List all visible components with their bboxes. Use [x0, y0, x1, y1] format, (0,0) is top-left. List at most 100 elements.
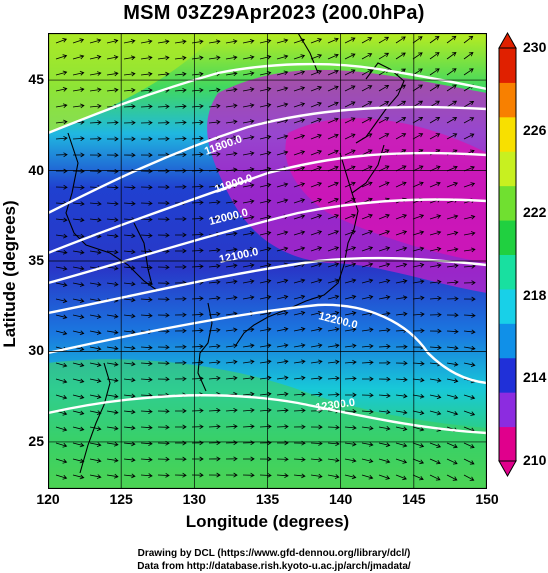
wind-arrow: [72, 282, 85, 287]
wind-arrow: [158, 168, 170, 174]
wind-arrow: [140, 313, 153, 318]
wind-arrow: [191, 360, 204, 365]
wind-arrow: [446, 133, 458, 140]
wind-arrow: [191, 472, 204, 478]
wind-arrow: [259, 472, 272, 478]
wind-arrow: [89, 120, 102, 125]
wind-arrow: [361, 101, 373, 108]
wind-arrow: [310, 38, 323, 44]
wind-arrow: [310, 117, 322, 124]
wind-arrow: [106, 168, 119, 174]
wind-arrow: [140, 120, 153, 126]
wind-arrow: [72, 330, 85, 336]
wind-arrow: [55, 217, 68, 223]
wind-arrow: [174, 360, 187, 366]
wind-arrow: [225, 103, 238, 109]
wind-arrow: [310, 408, 323, 414]
wind-arrow: [344, 69, 356, 76]
wind-arrow: [157, 344, 170, 350]
wind-arrow: [429, 410, 442, 416]
wind-arrow: [429, 458, 441, 465]
wind-arrow: [412, 230, 425, 236]
wind-arrow: [446, 279, 459, 285]
wind-arrow: [463, 313, 476, 318]
wind-arrow: [293, 343, 306, 348]
x-tick-label: 145: [402, 491, 426, 507]
wind-arrow: [174, 376, 187, 382]
wind-arrow: [259, 375, 272, 381]
wind-arrow: [259, 440, 272, 446]
wind-arrow: [412, 328, 425, 334]
wind-arrow: [89, 54, 102, 60]
wind-arrow: [242, 263, 255, 268]
wind-arrow: [106, 71, 119, 77]
wind-arrow: [259, 38, 272, 44]
wind-arrow: [463, 263, 476, 269]
y-axis-label-text: Latitude (degrees): [0, 200, 19, 348]
wind-arrow: [395, 393, 408, 399]
wind-arrow: [395, 133, 407, 140]
wind-arrow: [72, 362, 85, 368]
colorbar-frame: [498, 47, 517, 462]
wind-arrow: [344, 327, 357, 333]
wind-arrow: [123, 409, 136, 415]
wind-arrow: [378, 474, 391, 480]
wind-arrow: [395, 181, 407, 188]
wind-arrow: [140, 184, 153, 190]
wind-arrow: [72, 54, 85, 60]
wind-arrow: [429, 68, 440, 76]
wind-arrow: [123, 329, 136, 335]
wind-arrow: [242, 247, 255, 252]
wind-arrow: [106, 233, 119, 239]
wind-arrow: [259, 134, 272, 140]
wind-arrow: [157, 424, 170, 430]
wind-arrow: [429, 295, 442, 301]
wind-arrow: [259, 262, 272, 268]
wind-arrow: [157, 360, 170, 366]
wind-arrow: [72, 233, 85, 239]
wind-arrow: [446, 52, 457, 60]
colorbar-band: [499, 392, 516, 428]
wind-arrow: [225, 375, 238, 381]
wind-arrow: [72, 103, 85, 109]
wind-arrow: [225, 55, 238, 61]
wind-arrow: [344, 392, 357, 398]
wind-arrow: [276, 310, 289, 316]
wind-arrow: [429, 230, 442, 236]
wind-arrow: [412, 117, 424, 124]
wind-arrow: [89, 249, 102, 255]
wind-arrow: [293, 473, 306, 479]
wind-arrow: [106, 136, 119, 142]
wind-arrow: [429, 312, 442, 318]
colorbar-tick-label: 222: [523, 204, 547, 221]
wind-arrow: [106, 217, 119, 223]
wind-arrow: [310, 278, 323, 284]
wind-arrow: [395, 36, 406, 44]
colorbar-tick-label: 226: [523, 121, 547, 138]
wind-arrow: [140, 55, 153, 61]
wind-arrow: [225, 231, 238, 237]
wind-arrow: [225, 199, 238, 205]
wind-arrow: [293, 457, 306, 462]
colorbar-tick-label: 210: [523, 452, 547, 468]
wind-arrow: [361, 294, 374, 300]
wind-arrow: [242, 359, 255, 365]
wind-arrow: [89, 394, 102, 399]
wind-arrow: [259, 198, 272, 204]
wind-arrow: [361, 181, 373, 188]
wind-arrow: [463, 35, 474, 44]
wind-arrow: [208, 279, 221, 285]
colorbar-band: [499, 116, 516, 152]
wind-arrow: [242, 183, 255, 188]
wind-arrow: [191, 136, 204, 141]
wind-arrow: [395, 279, 408, 284]
wind-arrow: [412, 181, 424, 188]
wind-arrow: [327, 181, 339, 188]
wind-arrow: [259, 407, 272, 413]
wind-arrow: [106, 409, 119, 415]
wind-arrow: [463, 68, 474, 76]
wind-arrow: [140, 39, 153, 44]
wind-arrow: [463, 410, 476, 416]
wind-arrow: [361, 149, 373, 156]
wind-arrow: [310, 359, 323, 365]
